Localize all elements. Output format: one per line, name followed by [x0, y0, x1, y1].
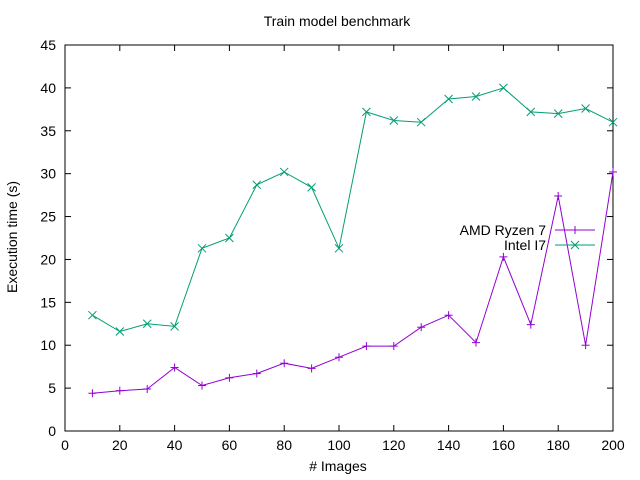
data-point — [609, 167, 617, 176]
series-line — [92, 171, 614, 394]
x-tick-label: 140 — [437, 437, 461, 453]
legend-marker — [571, 226, 579, 234]
data-point — [444, 311, 453, 320]
x-tick-label: 60 — [222, 437, 238, 453]
y-tick-label: 30 — [40, 166, 56, 182]
y-tick-label: 10 — [40, 337, 56, 353]
data-point — [581, 341, 590, 350]
y-tick-label: 5 — [48, 380, 56, 396]
data-point — [416, 117, 426, 127]
data-point — [88, 389, 97, 398]
y-tick-label: 15 — [40, 294, 56, 310]
data-point — [362, 342, 371, 351]
data-point — [307, 183, 316, 192]
data-point — [499, 83, 508, 93]
data-point — [362, 107, 371, 117]
data-point — [389, 342, 398, 351]
data-point — [334, 243, 344, 253]
data-point — [198, 381, 206, 390]
x-tick-label: 20 — [112, 437, 128, 453]
x-tick-label: 180 — [547, 437, 571, 453]
x-tick-label: 100 — [327, 437, 351, 453]
data-point — [142, 319, 152, 329]
data-point — [554, 191, 563, 200]
x-tick-label: 40 — [167, 437, 183, 453]
data-point — [307, 364, 316, 373]
y-tick-label: 35 — [40, 123, 56, 139]
y-tick-label: 45 — [40, 37, 56, 53]
y-tick-label: 0 — [48, 423, 56, 439]
data-point — [526, 320, 535, 329]
x-tick-label: 200 — [601, 437, 625, 453]
data-point — [170, 363, 179, 372]
data-point — [581, 104, 590, 113]
data-point — [143, 384, 152, 393]
data-point — [252, 180, 262, 190]
legend-marker — [570, 240, 580, 250]
x-tick-label: 120 — [382, 437, 406, 453]
data-point — [389, 116, 399, 125]
data-point — [115, 386, 124, 395]
data-point — [279, 167, 289, 177]
chart-title: Train model benchmark — [264, 13, 412, 29]
series-line — [92, 87, 614, 333]
data-point — [197, 243, 207, 253]
data-point — [335, 353, 343, 362]
series-1 — [88, 83, 618, 336]
y-tick-label: 20 — [40, 251, 56, 267]
series-group — [88, 83, 618, 398]
data-point — [526, 107, 536, 117]
legend-label: Intel I7 — [504, 237, 546, 253]
x-axis-title: # Images — [309, 458, 367, 474]
axis-ticks: 0 20 40 60 80 100 120 140 160 180 200 0 5 10 15 20 25 30 3… — [40, 37, 624, 453]
data-point — [472, 338, 480, 347]
data-point — [252, 369, 261, 378]
data-point — [608, 117, 618, 127]
y-tick-label: 40 — [40, 80, 56, 96]
data-point — [499, 252, 508, 261]
y-axis-title: Execution time (s) — [4, 181, 20, 293]
data-point — [471, 92, 481, 101]
data-point — [444, 94, 453, 104]
x-tick-label: 80 — [276, 437, 292, 453]
y-tick-label: 25 — [40, 209, 56, 225]
data-point — [225, 233, 234, 243]
data-point — [170, 321, 179, 331]
data-point — [115, 327, 125, 336]
data-point — [280, 359, 289, 368]
x-tick-label: 160 — [492, 437, 516, 453]
data-point — [225, 373, 234, 382]
data-point — [417, 323, 426, 332]
x-tick-label: 0 — [61, 437, 69, 453]
legend-label: AMD Ryzen 7 — [460, 222, 547, 238]
data-point — [553, 109, 563, 118]
series-0 — [88, 167, 617, 398]
data-point — [88, 310, 97, 320]
